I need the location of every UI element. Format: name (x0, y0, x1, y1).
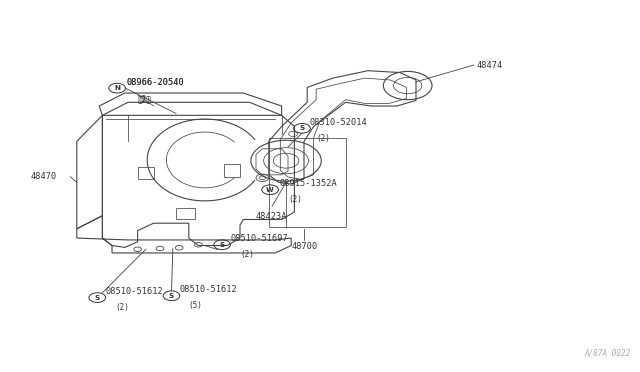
Text: (5): (5) (189, 301, 203, 310)
Text: (2): (2) (115, 303, 129, 312)
Text: 08966-20540: 08966-20540 (126, 78, 184, 87)
Text: 08510-51697: 08510-51697 (230, 234, 288, 243)
Text: (2): (2) (317, 134, 331, 143)
Text: 48423A: 48423A (256, 212, 287, 221)
Text: S: S (300, 125, 305, 131)
Text: 08915-1352A: 08915-1352A (279, 179, 337, 188)
Text: 〨2）: 〨2） (138, 94, 152, 103)
Text: 48474: 48474 (477, 61, 503, 70)
Text: S: S (169, 293, 174, 299)
Text: 48470: 48470 (31, 172, 57, 181)
Text: (2): (2) (240, 250, 254, 259)
Text: 08510-51612: 08510-51612 (106, 287, 163, 296)
Text: (2): (2) (138, 96, 152, 105)
Text: 08510-51612: 08510-51612 (180, 285, 237, 294)
Text: 08310-52014: 08310-52014 (310, 118, 367, 127)
Text: 48700: 48700 (291, 242, 317, 251)
Text: A/87A 0022: A/87A 0022 (584, 348, 630, 357)
Text: S: S (220, 242, 225, 248)
Text: W: W (266, 187, 274, 193)
Text: N: N (114, 85, 120, 91)
Text: S: S (95, 295, 100, 301)
Text: (2): (2) (288, 195, 302, 204)
Text: 08966-20540: 08966-20540 (126, 78, 184, 87)
